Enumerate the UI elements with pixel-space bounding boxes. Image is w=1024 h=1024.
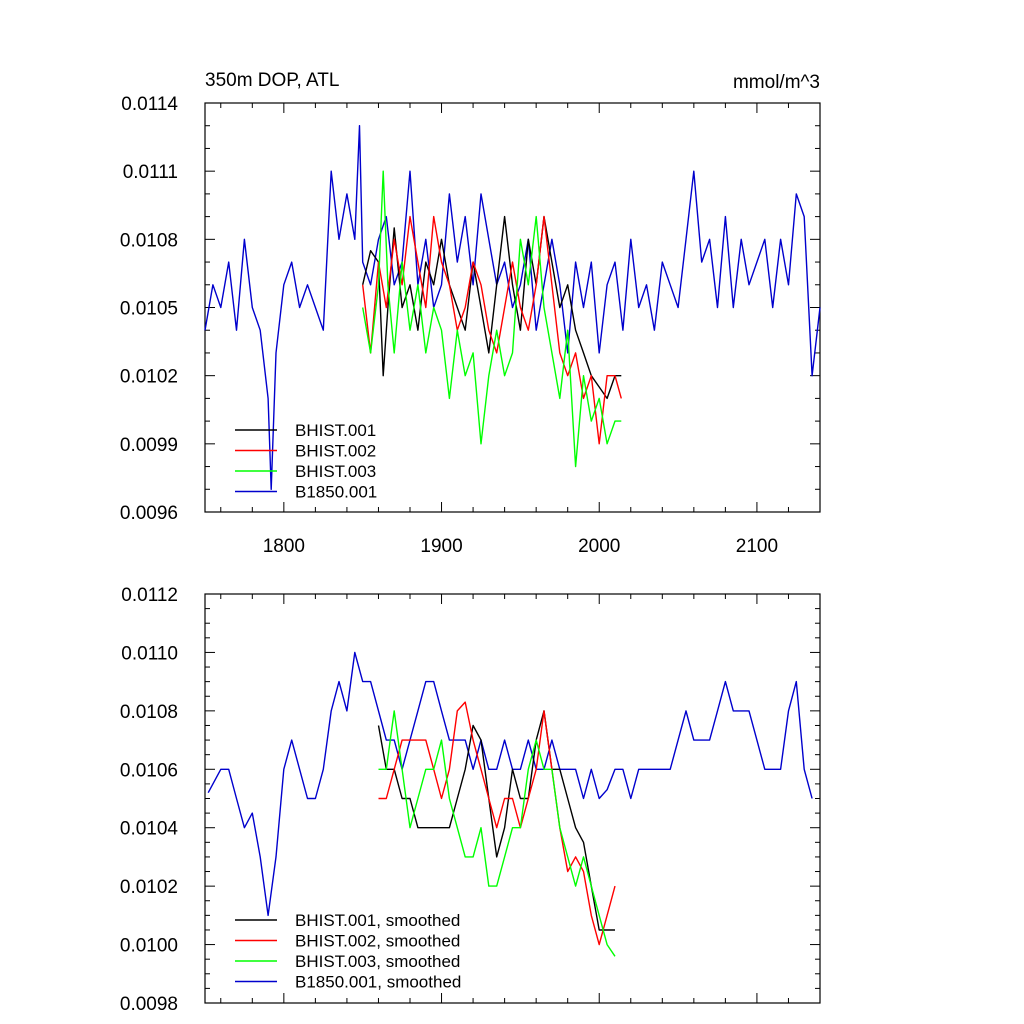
series-line-bhist-003-smoothed — [378, 710, 616, 957]
y-tick-label: 0.0108 — [120, 230, 178, 251]
series-line-bhist-002-smoothed — [378, 701, 616, 946]
chart-title: 350m DOP, ATL — [205, 70, 339, 91]
y-tick-label: 0.0102 — [120, 367, 178, 388]
x-tick-label: 2000 — [578, 536, 620, 557]
y-tick-label: 0.0099 — [120, 435, 178, 456]
bottom-panel: 0.0098 0.0100 0.0102 0.0104 0.0106 0.0108 0.01… — [120, 585, 821, 1015]
legend-label: BHIST.001 — [295, 421, 376, 440]
legend-label: B1850.001 — [295, 483, 377, 502]
y-tick-label: 0.0100 — [120, 936, 178, 957]
x-tick-label: 2100 — [736, 536, 778, 557]
series-line-bhist-003 — [362, 170, 622, 468]
x-tick-label: 1800 — [263, 536, 305, 557]
legend-label: BHIST.001, smoothed — [295, 911, 460, 930]
y-tick-label: 0.0112 — [121, 585, 178, 606]
y-tick-label: 0.0105 — [120, 299, 178, 320]
legend-label: BHIST.002 — [295, 442, 376, 461]
units-label: mmol/m^3 — [733, 72, 820, 93]
y-tick-label: 0.0108 — [120, 702, 178, 723]
x-tick-label: 1900 — [420, 536, 462, 557]
series-line-b1850-001 — [204, 124, 821, 490]
series-line-bhist-001-smoothed — [377, 710, 615, 931]
y-tick-label: 0.0106 — [120, 760, 178, 781]
top-panel: 0.0096 0.0099 0.0102 0.0105 0.0108 0.0111 0.01… — [120, 70, 821, 557]
y-tick-label: 0.0111 — [123, 162, 178, 183]
y-tick-label: 0.0098 — [120, 994, 178, 1015]
series-line-bhist-001 — [362, 215, 622, 400]
y-tick-label: 0.0102 — [120, 877, 178, 898]
y-tick-label: 0.0114 — [121, 94, 178, 115]
y-tick-label: 0.0096 — [120, 503, 178, 524]
legend-label: BHIST.002, smoothed — [295, 932, 460, 951]
legend-label: B1850.001, smoothed — [295, 973, 461, 992]
legend-label: BHIST.003, smoothed — [295, 952, 460, 971]
y-tick-label: 0.0110 — [121, 643, 178, 664]
y-tick-label: 0.0104 — [120, 819, 179, 840]
legend-label: BHIST.003 — [295, 462, 376, 481]
series-line-bhist-002 — [362, 215, 622, 445]
